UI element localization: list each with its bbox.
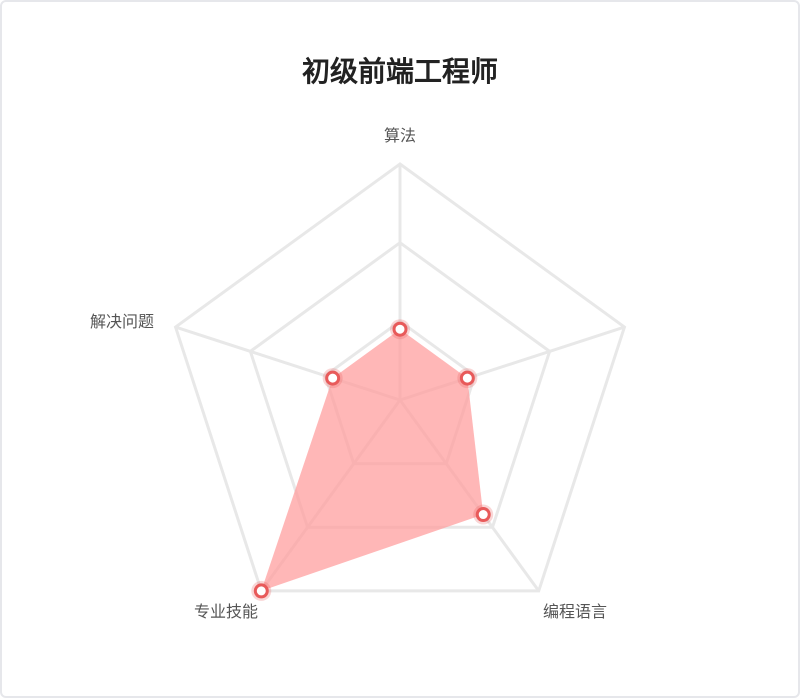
- data-point-4: [253, 583, 269, 599]
- data-point-5: [325, 370, 341, 386]
- chart-title: 初级前端工程师: [301, 55, 498, 88]
- series-area: [261, 329, 484, 591]
- axis-label-4: 专业技能: [194, 602, 258, 621]
- data-point-3: [475, 507, 491, 523]
- axis-label-2: 编程语言: [543, 602, 607, 621]
- grid-ring-3: [173, 162, 627, 593]
- data-point-1: [392, 321, 408, 337]
- data-point-2: [459, 370, 475, 386]
- axis-label-5: 解决问题: [90, 312, 154, 331]
- axis-label-1: 算法: [384, 126, 416, 145]
